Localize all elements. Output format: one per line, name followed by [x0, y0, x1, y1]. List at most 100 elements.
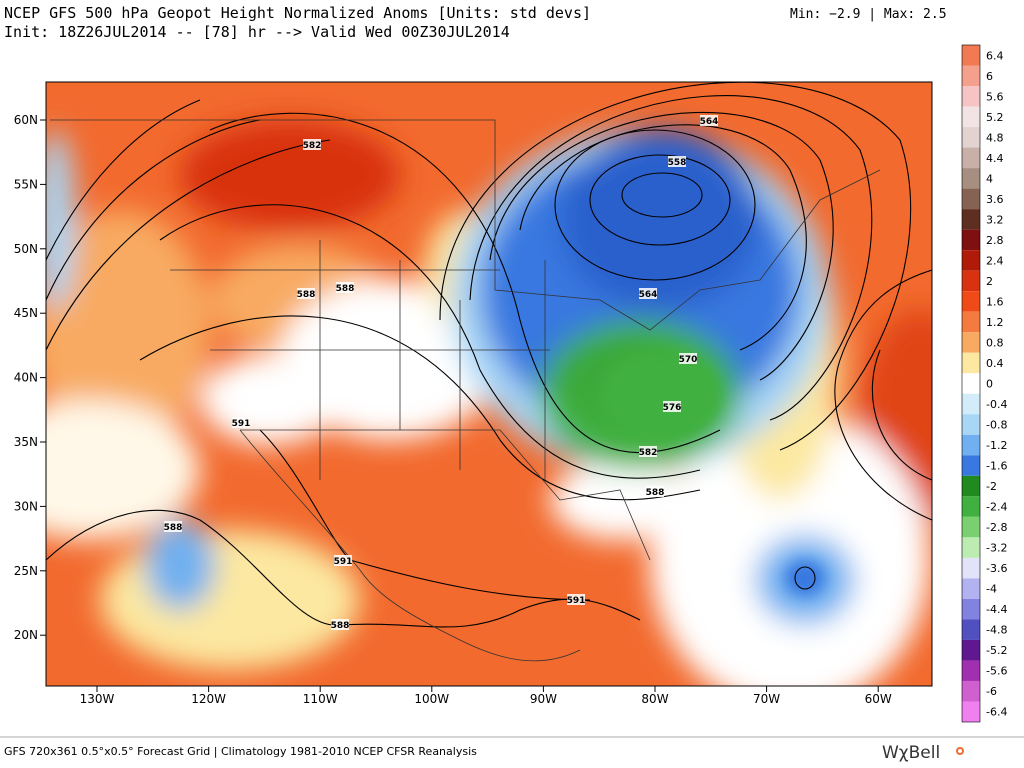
lon-label: 100W: [414, 692, 449, 706]
colorbar-swatch: [962, 147, 980, 169]
contour-label: 570: [679, 355, 698, 365]
colorbar: 6.4 6 5.6 5.2 4.8 4.4 4 3.6 3.2 2.8 2.4 2 1.6 1.2 0.8 0…: [961, 44, 1007, 723]
min-max: Min: −2.9 | Max: 2.5: [790, 7, 947, 22]
contour-label-bg: [639, 446, 657, 457]
contour-label: 588: [164, 523, 183, 533]
contour-label: 576: [663, 403, 682, 413]
colorbar-label: -4.8: [986, 624, 1007, 637]
colorbar-label: 6: [986, 70, 993, 83]
colorbar-label: -4: [986, 583, 997, 596]
colorbar-swatch: [962, 209, 980, 230]
contour-label: 588: [646, 488, 665, 498]
colorbar-label: 6.4: [986, 49, 1004, 62]
lat-label: 40N: [14, 371, 38, 385]
contour-label: 591: [567, 596, 586, 606]
colorbar-label: 0.4: [986, 357, 1004, 370]
colorbar-label: -5.2: [986, 644, 1007, 657]
colorbar-swatch: [962, 127, 980, 148]
title: NCEP GFS 500 hPa Geopot Height Normalize…: [4, 4, 591, 22]
contour-label-bg: [679, 353, 697, 364]
lon-label: 60W: [865, 692, 892, 706]
colorbar-label: 3.6: [986, 193, 1004, 206]
lat-label: 25N: [14, 564, 38, 578]
contour-label-bg: [334, 555, 352, 566]
colorbar-swatch: [962, 455, 980, 476]
colorbar-swatch: [962, 639, 980, 661]
colorbar-swatch: [962, 701, 980, 722]
colorbar-swatch: [962, 168, 980, 189]
colorbar-label: 4: [986, 172, 993, 185]
colorbar-swatch: [962, 434, 980, 456]
colorbar-label: -0.4: [986, 398, 1007, 411]
lon-label: 120W: [191, 692, 226, 706]
colorbar-swatch: [962, 680, 980, 702]
colorbar-swatch: [962, 619, 980, 640]
colorbar-label: 1.6: [986, 295, 1004, 308]
colorbar-frame: [961, 44, 981, 723]
contour-label-bg: [303, 139, 321, 150]
colorbar-label: -1.6: [986, 460, 1007, 473]
colorbar-swatch: [962, 188, 980, 210]
contour-labels: 582 588 588 591 588 591 588 591 564 558 564 570 576 5…: [164, 115, 719, 631]
lat-label: 50N: [14, 242, 38, 256]
colorbar-label: 2.8: [986, 234, 1004, 247]
contour-label-bg: [646, 486, 664, 497]
lat-label: 55N: [14, 177, 38, 191]
colorbar-label: -3.2: [986, 542, 1007, 555]
colorbar-swatch: [962, 660, 980, 681]
colorbar-swatch: [962, 311, 980, 333]
contour-label: 582: [639, 448, 658, 458]
contour-label: 588: [331, 621, 350, 631]
colorbar-swatch: [962, 393, 980, 415]
colorbar-label: -2.4: [986, 501, 1007, 514]
lat-label: 45N: [14, 306, 38, 320]
logo-dot: [956, 747, 964, 755]
lon-label: 110W: [303, 692, 338, 706]
map-frame: [45, 81, 933, 687]
contour-label: 591: [232, 419, 251, 429]
contour-label-bg: [567, 594, 585, 605]
colorbar-label: 0: [986, 378, 993, 391]
lat-label: 30N: [14, 499, 38, 513]
logo: WχBell: [882, 743, 940, 763]
contour-label: 591: [334, 557, 353, 567]
colorbar-swatch: [962, 537, 980, 558]
contour-label: 582: [303, 141, 322, 151]
colorbar-label: 0.8: [986, 336, 1004, 349]
colorbar-label: -5.6: [986, 665, 1007, 678]
colorbar-label: 3.2: [986, 213, 1004, 226]
shading: [600, 350, 825, 596]
contour-label-bg: [297, 288, 315, 299]
colorbar-swatch: [962, 598, 980, 620]
colorbar-swatch: [962, 45, 980, 66]
contour-label-bg: [700, 115, 718, 126]
colorbar-swatch: [962, 229, 980, 251]
contour-label: 588: [336, 284, 355, 294]
lon-label: 90W: [530, 692, 557, 706]
colorbar-label: -1.2: [986, 439, 1007, 452]
colorbar-swatch: [962, 414, 980, 435]
lat-label: 60N: [14, 113, 38, 127]
colorbar-label: 2.4: [986, 254, 1004, 267]
colorbar-label: -0.8: [986, 419, 1007, 432]
contour-label: 588: [297, 290, 316, 300]
colorbar-label: 5.2: [986, 111, 1004, 124]
lat-label: 20N: [14, 628, 38, 642]
contour-label: 564: [639, 290, 658, 300]
colorbar-label: -2.8: [986, 521, 1007, 534]
contour-label-bg: [668, 156, 686, 167]
contour-label: 558: [668, 158, 687, 168]
init-line: Init: 18Z26JUL2014 -- [78] hr --> Valid …: [4, 23, 510, 41]
axes: 60N 55N 50N 45N 40N 35N 30N 25N 20N 130W 120W 110W 1…: [14, 113, 892, 706]
colorbar-label: 4.8: [986, 131, 1004, 144]
contour-label: 564: [700, 117, 719, 127]
colorbar-swatch: [962, 352, 980, 374]
contour-label-bg: [232, 417, 250, 428]
lon-label: 80W: [641, 692, 668, 706]
map-area: 582 588 588 591 588 591 588 591 564 558 564 570 576 5…: [46, 82, 932, 686]
colorbar-label: 4.4: [986, 152, 1004, 165]
footer-text: GFS 720x361 0.5°x0.5° Forecast Grid | Cl…: [4, 745, 477, 758]
lon-label: 70W: [753, 692, 780, 706]
